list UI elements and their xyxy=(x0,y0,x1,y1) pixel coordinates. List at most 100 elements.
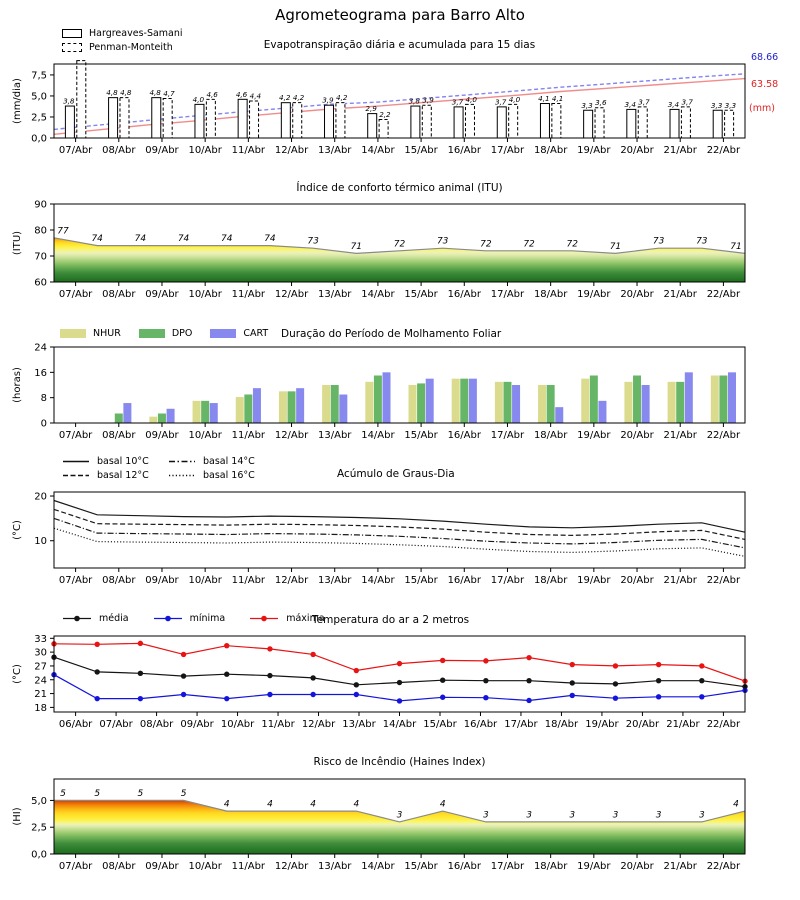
solid-line-swatch-icon xyxy=(63,460,89,463)
cart-bar xyxy=(728,372,736,423)
svg-text:72: 72 xyxy=(394,239,406,249)
svg-text:3,7: 3,7 xyxy=(638,97,650,106)
pm-bar xyxy=(594,107,605,139)
svg-text:09/Abr: 09/Abr xyxy=(145,575,179,586)
dpm-title: Duração do Período de Molhamento Foliar xyxy=(281,328,502,340)
svg-text:3,7: 3,7 xyxy=(681,97,693,106)
legend-item-nhur: NHUR xyxy=(60,327,121,340)
svg-text:09/Abr: 09/Abr xyxy=(145,861,179,872)
cart-bar xyxy=(425,378,434,423)
cart-bar xyxy=(339,394,348,423)
cart-bar xyxy=(684,372,693,423)
hs-bar xyxy=(324,104,335,139)
dpo-bar xyxy=(417,383,426,423)
pm-bar xyxy=(335,102,346,139)
hs-bar xyxy=(669,108,680,139)
dpo-bar xyxy=(719,375,728,423)
svg-text:3,7: 3,7 xyxy=(452,97,464,106)
accum-total-penman: 68.66 xyxy=(751,52,779,63)
cart-bar xyxy=(598,400,607,423)
pm-bar xyxy=(292,102,303,139)
svg-text:22/Abr: 22/Abr xyxy=(707,145,741,156)
svg-text:08/Abr: 08/Abr xyxy=(140,719,174,730)
svg-text:20/Abr: 20/Abr xyxy=(620,575,654,586)
svg-text:16/Abr: 16/Abr xyxy=(448,145,482,156)
legend-item-minima: mínima xyxy=(153,612,225,625)
nhur-bar xyxy=(451,378,460,423)
gdd-line xyxy=(53,527,746,557)
hs-bar xyxy=(583,109,594,139)
legend-item-media: média xyxy=(62,612,129,625)
gdd-legend: basal 10°C basal 14°C basal 12°C basal 1… xyxy=(62,455,255,482)
svg-text:21/Abr: 21/Abr xyxy=(664,430,698,441)
gdd-line xyxy=(53,517,746,549)
svg-text:10/Abr: 10/Abr xyxy=(188,575,222,586)
svg-text:5: 5 xyxy=(60,789,66,799)
svg-text:3: 3 xyxy=(569,810,575,820)
dpo-bar xyxy=(633,375,642,423)
svg-text:11/Abr: 11/Abr xyxy=(232,575,266,586)
hs-bar xyxy=(712,109,723,139)
svg-text:4: 4 xyxy=(310,800,316,810)
svg-text:4,6: 4,6 xyxy=(236,90,248,99)
itu-title: Índice de conforto térmico animal (ITU) xyxy=(296,182,503,194)
svg-text:2,2: 2,2 xyxy=(379,110,391,119)
penman-swatch-icon xyxy=(62,42,82,52)
svg-text:33: 33 xyxy=(34,634,47,645)
svg-text:3: 3 xyxy=(483,810,489,820)
svg-text:4,1: 4,1 xyxy=(552,94,563,103)
svg-text:3,8: 3,8 xyxy=(63,97,75,106)
dpm-legend: NHUR DPO CART xyxy=(60,327,268,340)
dpo-bar xyxy=(546,385,555,423)
legend-item-basal14: basal 14°C xyxy=(168,455,255,468)
svg-text:17/Abr: 17/Abr xyxy=(491,430,525,441)
svg-text:07/Abr: 07/Abr xyxy=(59,575,93,586)
svg-text:09/Abr: 09/Abr xyxy=(145,145,179,156)
svg-text:4,2: 4,2 xyxy=(279,93,291,102)
svg-text:4,8: 4,8 xyxy=(106,88,118,97)
svg-text:13/Abr: 13/Abr xyxy=(318,861,352,872)
legend-label: basal 16°C xyxy=(203,470,255,481)
page-title: Agrometeograma para Barro Alto xyxy=(275,6,525,24)
hs-bar xyxy=(367,113,378,139)
svg-text:17/Abr: 17/Abr xyxy=(491,145,525,156)
svg-text:11/Abr: 11/Abr xyxy=(232,861,266,872)
svg-text:0,0: 0,0 xyxy=(31,134,47,145)
svg-text:12/Abr: 12/Abr xyxy=(275,861,309,872)
svg-text:10/Abr: 10/Abr xyxy=(188,430,222,441)
nhur-bar xyxy=(667,381,676,423)
svg-text:15/Abr: 15/Abr xyxy=(404,289,438,300)
svg-text:3,4: 3,4 xyxy=(625,100,637,109)
svg-text:7,5: 7,5 xyxy=(31,70,47,81)
legend-label: NHUR xyxy=(93,328,121,339)
dpo-bar xyxy=(589,375,598,423)
svg-text:5: 5 xyxy=(94,789,100,799)
svg-text:08/Abr: 08/Abr xyxy=(102,289,136,300)
svg-text:(°C): (°C) xyxy=(12,664,23,684)
dpo-bar xyxy=(201,400,210,423)
svg-text:17/Abr: 17/Abr xyxy=(491,575,525,586)
svg-text:4,4: 4,4 xyxy=(250,92,262,101)
svg-text:15/Abr: 15/Abr xyxy=(404,145,438,156)
svg-text:80: 80 xyxy=(34,226,47,237)
svg-text:3: 3 xyxy=(397,810,403,820)
nhur-bar xyxy=(235,397,244,423)
svg-text:15/Abr: 15/Abr xyxy=(404,861,438,872)
svg-text:60: 60 xyxy=(34,278,47,289)
svg-text:0,0: 0,0 xyxy=(31,850,47,861)
legend-item-cart: CART xyxy=(210,327,268,340)
svg-text:(mm/dia): (mm/dia) xyxy=(12,78,23,124)
svg-text:22/Abr: 22/Abr xyxy=(707,719,741,730)
svg-text:12/Abr: 12/Abr xyxy=(275,145,309,156)
svg-text:4,2: 4,2 xyxy=(336,93,348,102)
svg-text:16/Abr: 16/Abr xyxy=(448,861,482,872)
gdd-line xyxy=(53,508,746,540)
nhur-bar xyxy=(494,381,503,423)
svg-text:74: 74 xyxy=(264,234,276,244)
legend-item-maxima: máxima xyxy=(249,612,325,625)
temp-plot: 18 21 24 27 30 33 (°C) 06/Abr 07/Abr 08/Abr 09/Abr… xyxy=(12,634,748,730)
accum-unit-label: (mm) xyxy=(749,103,775,114)
itu-plot-border xyxy=(53,203,746,283)
nhur-bar xyxy=(624,381,633,423)
